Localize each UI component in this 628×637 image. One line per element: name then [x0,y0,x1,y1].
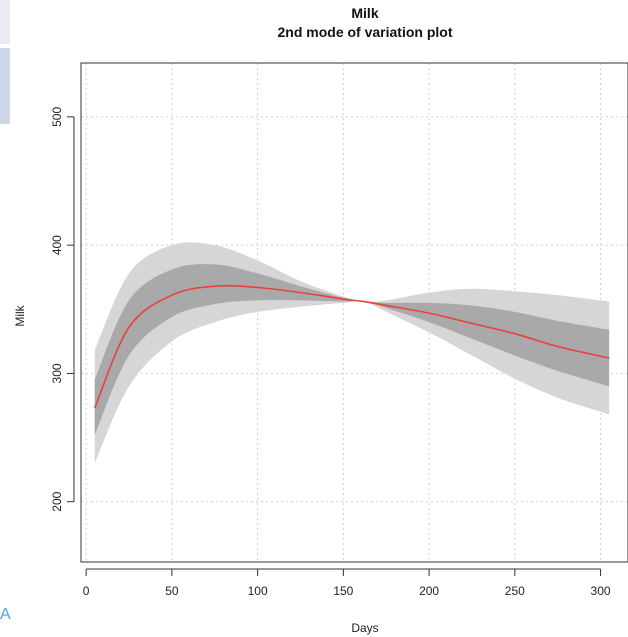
stray-glyph: A [0,606,11,623]
x-tick-label: 50 [165,584,179,598]
mean-curve [93,284,610,409]
x-tick-label: 200 [419,584,439,598]
x-tick-label: 0 [83,584,90,598]
y-tick-label: 300 [50,363,64,383]
x-tick-label: 250 [505,584,525,598]
chart-title: Milk [351,5,378,21]
y-tick-label: 400 [50,235,64,255]
x-tick-label: 100 [248,584,268,598]
chart-subtitle: 2nd mode of variation plot [277,24,452,40]
x-tick-label: 150 [333,584,353,598]
variation-bands [94,242,610,464]
y-tick-label: 200 [50,491,64,511]
x-tick-label: 300 [591,584,611,598]
background-tab-top [0,0,10,44]
y-tick-label: 500 [50,107,64,127]
background-tab-middle [0,48,10,124]
x-axis: 0 50 100 150 200 250 300 [83,568,611,598]
y-axis-title: Milk [13,304,27,326]
mean-curve-layer [93,284,610,409]
x-axis-title: Days [351,621,378,635]
inner-variation-band [94,264,610,436]
plot-frame [80,62,628,563]
y-axis: 200 300 400 500 [50,107,75,512]
